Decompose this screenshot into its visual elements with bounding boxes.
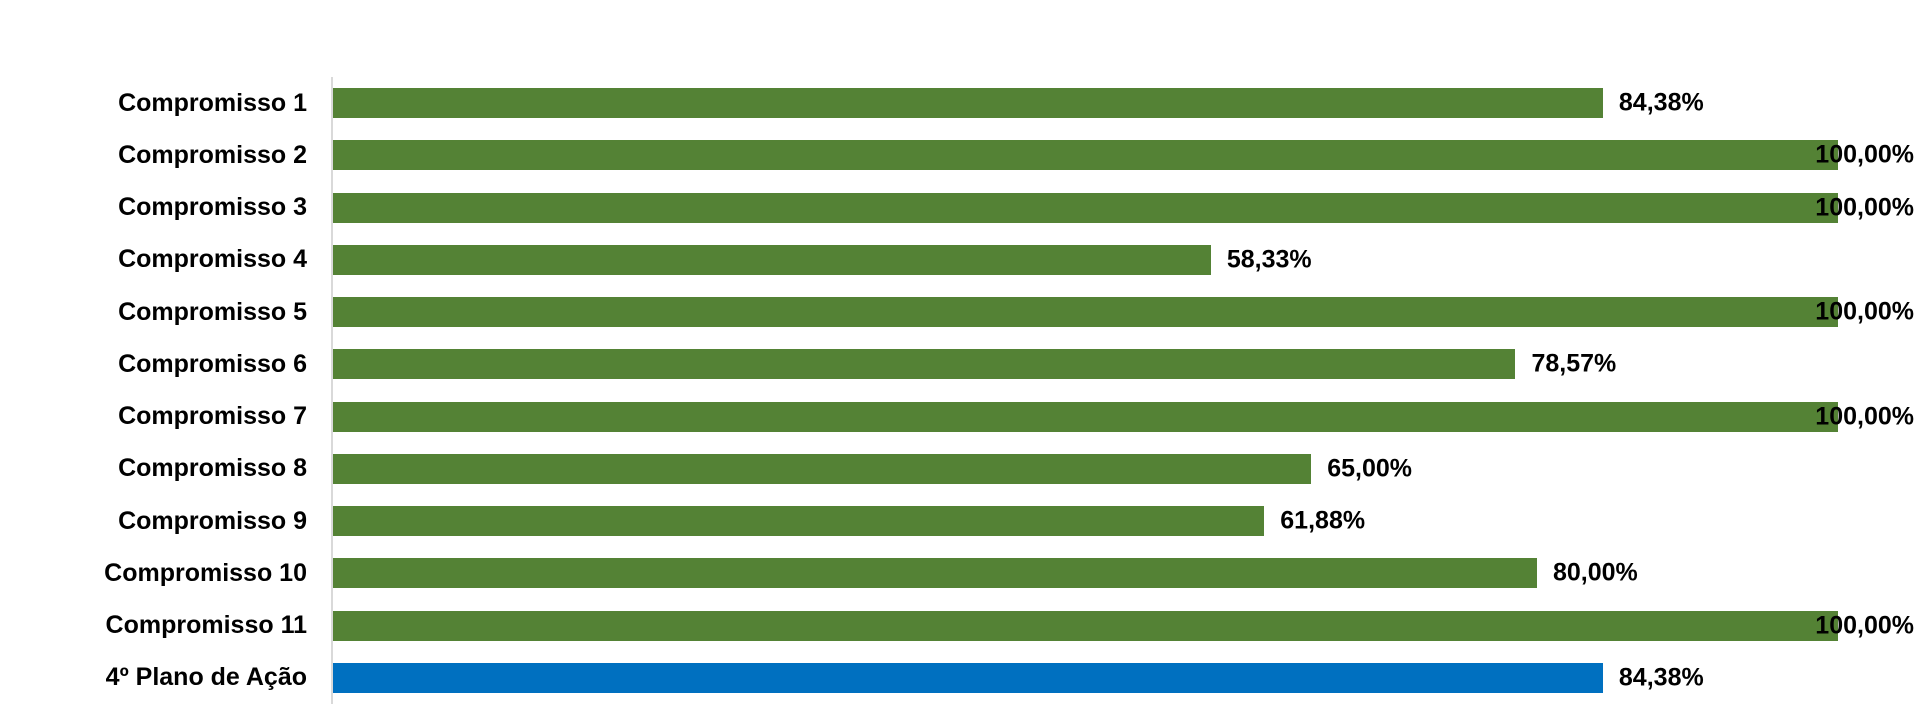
bar bbox=[333, 297, 1838, 328]
category-label: Compromisso 6 bbox=[118, 349, 307, 378]
bar bbox=[333, 88, 1603, 119]
value-label: 78,57% bbox=[1531, 349, 1617, 378]
category-label: Compromisso 4 bbox=[118, 245, 307, 274]
bar bbox=[333, 453, 1312, 484]
bar-row: 100,00% bbox=[333, 182, 1920, 234]
category-label: Compromisso 7 bbox=[118, 402, 307, 431]
bar bbox=[333, 610, 1838, 641]
value-label: 65,00% bbox=[1327, 454, 1413, 483]
category-axis: Compromisso 1 Compromisso 2 Compromisso 3 C… bbox=[0, 77, 331, 704]
bar bbox=[333, 192, 1838, 223]
value-label: 100,00% bbox=[1815, 140, 1914, 169]
category-label: Compromisso 8 bbox=[118, 454, 307, 483]
category-label: Compromisso 10 bbox=[104, 558, 307, 587]
bar bbox=[333, 401, 1838, 432]
bar-row: 84,38% bbox=[333, 652, 1920, 704]
value-label: 84,38% bbox=[1618, 663, 1704, 692]
bar-row: 100,00% bbox=[333, 129, 1920, 181]
bar bbox=[333, 349, 1516, 380]
category-label: Compromisso 9 bbox=[118, 506, 307, 535]
category-label: Compromisso 3 bbox=[118, 193, 307, 222]
value-label: 100,00% bbox=[1815, 297, 1914, 326]
value-label: 100,00% bbox=[1815, 611, 1914, 640]
bar-row: 100,00% bbox=[333, 600, 1920, 652]
bar-row: 58,33% bbox=[333, 234, 1920, 286]
category-label: Compromisso 11 bbox=[105, 611, 307, 640]
bar-row: 100,00% bbox=[333, 286, 1920, 338]
bar bbox=[333, 662, 1603, 693]
bar-row: 100,00% bbox=[333, 391, 1920, 443]
value-label: 100,00% bbox=[1815, 402, 1914, 431]
bar bbox=[333, 558, 1537, 589]
category-label: 4º Plano de Ação bbox=[105, 663, 307, 692]
bar-row: 80,00% bbox=[333, 547, 1920, 599]
bar bbox=[333, 244, 1211, 275]
value-label: 100,00% bbox=[1815, 193, 1914, 222]
bar bbox=[333, 506, 1265, 537]
bar-row: 78,57% bbox=[333, 338, 1920, 390]
category-label: Compromisso 1 bbox=[118, 88, 307, 117]
bar-row: 65,00% bbox=[333, 443, 1920, 495]
bar-row: 84,38% bbox=[333, 77, 1920, 129]
value-label: 84,38% bbox=[1618, 88, 1704, 117]
bar bbox=[333, 140, 1838, 171]
plot-area: 84,38% 100,00% 100,00% 58,33% 100,00% 78,57% 1… bbox=[331, 77, 1920, 704]
value-label: 58,33% bbox=[1226, 245, 1312, 274]
value-label: 80,00% bbox=[1553, 558, 1638, 587]
value-label: 61,88% bbox=[1280, 506, 1366, 535]
category-label: Compromisso 2 bbox=[118, 140, 307, 169]
bar-row: 61,88% bbox=[333, 495, 1920, 547]
category-label: Compromisso 5 bbox=[118, 297, 307, 326]
